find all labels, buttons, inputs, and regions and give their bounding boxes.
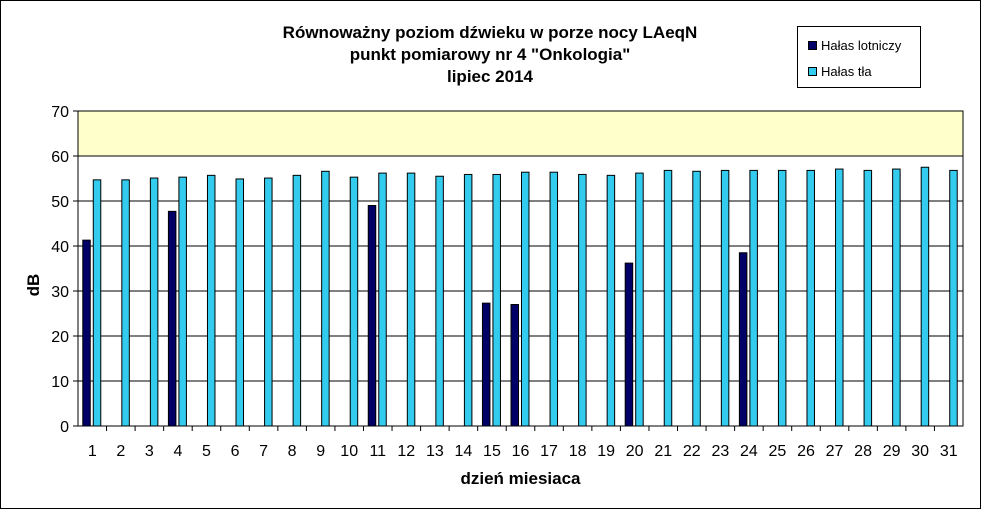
x-tick-label-15: 15 — [483, 443, 501, 460]
x-tick-label-21: 21 — [654, 443, 672, 460]
bar-aircraft-noise-day-20 — [624, 262, 634, 427]
plot-area — [78, 111, 963, 426]
legend-swatch-aircraft-noise — [808, 41, 817, 51]
bar-background-noise-day-25 — [777, 169, 787, 427]
x-tick-label-28: 28 — [854, 443, 872, 460]
x-tick-label-12: 12 — [397, 443, 415, 460]
bar-background-noise-day-20 — [635, 172, 644, 427]
x-tick-label-5: 5 — [202, 443, 211, 460]
y-tick-label-60: 60 — [51, 149, 69, 166]
x-tick-label-10: 10 — [340, 443, 358, 460]
bar-background-noise-day-16 — [521, 171, 530, 427]
bar-background-noise-day-31 — [949, 169, 958, 427]
x-axis-title: dzień miesiaca — [460, 469, 581, 488]
bar-background-noise-day-7 — [264, 177, 273, 427]
x-tick-label-16: 16 — [512, 443, 530, 460]
bar-aircraft-noise-day-4 — [167, 210, 177, 427]
x-tick-label-8: 8 — [288, 443, 297, 460]
bar-background-noise-day-21 — [663, 169, 673, 427]
bar-background-noise-day-26 — [806, 169, 815, 427]
y-tick-label-0: 0 — [60, 419, 69, 436]
bar-aircraft-noise-day-16 — [510, 304, 519, 427]
bar-background-noise-day-12 — [406, 172, 416, 427]
legend-swatch-background-noise — [808, 67, 817, 77]
legend-item-aircraft-noise: Hałas lotniczy — [808, 38, 901, 54]
x-tick-label-20: 20 — [626, 443, 644, 460]
x-tick-label-3: 3 — [145, 443, 154, 460]
bar-background-noise-day-4 — [178, 176, 187, 427]
bar-background-noise-day-3 — [149, 177, 159, 427]
x-tick-label-9: 9 — [316, 443, 325, 460]
x-tick-label-25: 25 — [769, 443, 787, 460]
x-tick-label-23: 23 — [711, 443, 729, 460]
bar-background-noise-day-30 — [920, 166, 930, 427]
plot-upper-band — [78, 111, 963, 156]
x-tick-label-17: 17 — [540, 443, 558, 460]
bar-background-noise-day-1 — [92, 179, 102, 427]
x-tick-label-13: 13 — [426, 443, 444, 460]
bar-aircraft-noise-day-15 — [481, 302, 491, 427]
x-tick-label-6: 6 — [231, 443, 240, 460]
x-tick-label-24: 24 — [740, 443, 758, 460]
y-tick-label-50: 50 — [51, 194, 69, 211]
x-tick-label-30: 30 — [911, 443, 929, 460]
chart-legend: Hałas lotniczy Hałas tła — [797, 26, 921, 88]
bar-background-noise-day-9 — [321, 170, 330, 427]
bar-background-noise-day-11 — [378, 172, 387, 427]
bar-background-noise-day-27 — [835, 168, 844, 427]
bar-background-noise-day-13 — [435, 175, 444, 427]
y-tick-label-70: 70 — [51, 104, 69, 121]
x-tick-label-22: 22 — [683, 443, 701, 460]
bar-background-noise-day-17 — [549, 171, 559, 427]
bar-background-noise-day-29 — [892, 168, 901, 427]
y-tick-label-10: 10 — [51, 374, 69, 391]
legend-label-aircraft-noise: Hałas lotniczy — [821, 38, 902, 53]
x-tick-label-27: 27 — [826, 443, 844, 460]
x-tick-label-4: 4 — [173, 443, 182, 460]
x-tick-label-19: 19 — [597, 443, 615, 460]
x-tick-label-2: 2 — [116, 443, 125, 460]
legend-label-background-noise: Hałas tła — [821, 64, 872, 79]
bar-background-noise-day-23 — [720, 169, 730, 427]
x-tick-label-26: 26 — [797, 443, 815, 460]
x-tick-label-11: 11 — [369, 443, 386, 460]
bar-background-noise-day-28 — [863, 169, 873, 427]
legend-item-background-noise: Hałas tła — [808, 64, 872, 80]
bar-background-noise-day-22 — [692, 170, 701, 427]
y-tick-label-20: 20 — [51, 329, 69, 346]
x-tick-label-29: 29 — [883, 443, 901, 460]
plot-border — [77, 110, 964, 427]
bar-aircraft-noise-day-11 — [367, 205, 377, 427]
bar-background-noise-day-15 — [492, 173, 501, 427]
chart-title-line-1: Równoważny poziom dźwieku w porze nocy L… — [282, 23, 698, 42]
bar-background-noise-day-5 — [206, 174, 216, 427]
chart-title: Równoważny poziom dźwieku w porze nocy L… — [190, 22, 790, 88]
bar-background-noise-day-18 — [578, 173, 587, 427]
bar-background-noise-day-2 — [121, 179, 130, 427]
bar-background-noise-day-10 — [349, 176, 359, 427]
bar-background-noise-day-24 — [749, 169, 758, 427]
bar-background-noise-day-14 — [463, 173, 473, 427]
y-tick-label-40: 40 — [51, 239, 69, 256]
bar-background-noise-day-19 — [606, 174, 616, 427]
y-axis-title: dB — [24, 274, 43, 297]
bar-aircraft-noise-day-1 — [82, 239, 91, 427]
y-tick-label-30: 30 — [51, 284, 69, 301]
bar-background-noise-day-6 — [235, 178, 245, 427]
chart-title-line-2: punkt pomiarowy nr 4 "Onkologia" — [349, 45, 631, 64]
bar-background-noise-day-8 — [292, 174, 302, 427]
x-tick-label-7: 7 — [259, 443, 268, 460]
chart-title-line-3: lipiec 2014 — [446, 67, 533, 86]
x-tick-label-18: 18 — [569, 443, 587, 460]
x-tick-label-1: 1 — [88, 443, 97, 460]
bar-aircraft-noise-day-24 — [738, 252, 748, 427]
x-tick-label-14: 14 — [455, 443, 473, 460]
x-tick-label-31: 31 — [940, 443, 958, 460]
